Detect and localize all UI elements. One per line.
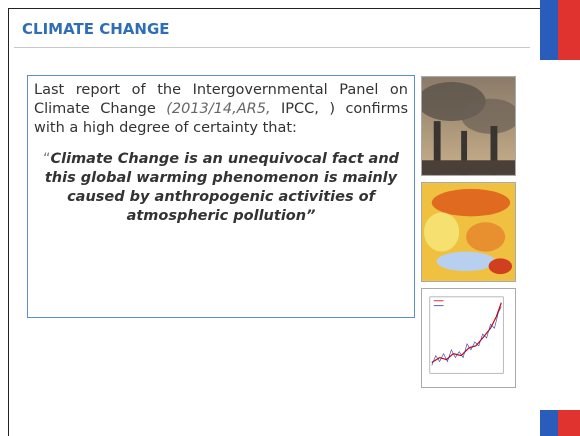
quote: “Climate Change is an unequivocal fact a… (34, 150, 408, 226)
temperature-graph (421, 288, 516, 388)
citation-italic: (2013/14,AR5, (166, 101, 270, 117)
title: CLIMATE CHANGE (22, 20, 170, 38)
temperature-map (421, 182, 516, 282)
flag-bottom (540, 410, 580, 436)
smokestack-photo (421, 76, 516, 176)
quote-close: ” (306, 208, 315, 224)
slide: CLIMATE CHANGE Last report of the Interg… (0, 0, 580, 436)
text-box: Last report of the Intergovernmental Pan… (27, 75, 415, 318)
title-rule (14, 47, 530, 48)
flag-top (540, 0, 580, 60)
quote-text: Climate Change is an unequivocal fact an… (45, 151, 399, 224)
paragraph: Last report of the Intergovernmental Pan… (34, 81, 408, 138)
